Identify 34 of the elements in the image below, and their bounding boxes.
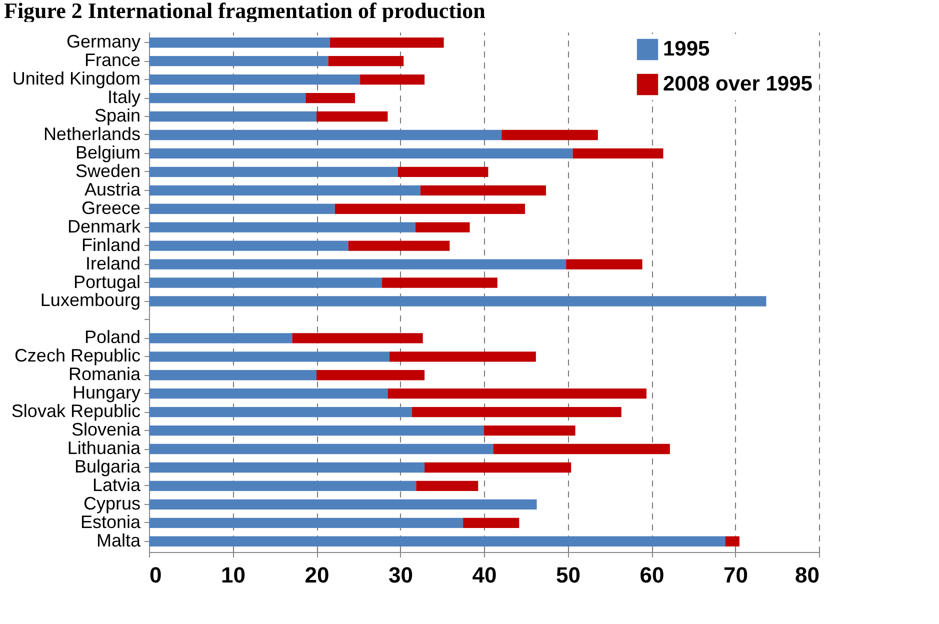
legend-label: 1995 bbox=[663, 38, 710, 60]
y-tick-label: Slovak Republic bbox=[11, 401, 140, 422]
y-tick-label: Spain bbox=[94, 106, 140, 126]
x-tick-label: 10 bbox=[221, 562, 246, 588]
y-tick-label: Germany bbox=[66, 32, 140, 52]
chart-title: Figure 2 International fragmentation of production bbox=[4, 0, 486, 23]
y-tick-label: Portugal bbox=[73, 272, 140, 292]
y-tick-label: Finland bbox=[81, 234, 140, 255]
y-tick-label: Romania bbox=[68, 364, 142, 384]
x-tick-label: 20 bbox=[304, 562, 330, 588]
y-tick-label: Italy bbox=[107, 87, 140, 108]
y-tick-label: Ireland bbox=[85, 253, 140, 274]
y-tick-label: Hungary bbox=[72, 382, 140, 403]
x-tick-label: 60 bbox=[640, 562, 664, 588]
y-tick-label: Belgium bbox=[75, 142, 140, 162]
y-tick-label: Malta bbox=[96, 530, 142, 550]
y-tick-label: France bbox=[84, 50, 140, 70]
x-tick-label: 30 bbox=[388, 562, 413, 588]
x-tick-label: 50 bbox=[556, 562, 580, 588]
y-tick-label: Lithuania bbox=[67, 438, 142, 458]
y-tick-label: Bulgaria bbox=[74, 456, 142, 476]
y-tick-label: Denmark bbox=[67, 216, 142, 236]
x-tick-label: 70 bbox=[724, 562, 748, 588]
x-tick-label: 80 bbox=[795, 562, 820, 588]
y-tick-label: Slovenia bbox=[71, 420, 142, 440]
x-tick-label: 0 bbox=[150, 562, 162, 588]
y-tick-label: Austria bbox=[84, 179, 142, 200]
y-tick-label: Greece bbox=[81, 198, 140, 218]
x-tick-label: 40 bbox=[472, 562, 497, 588]
y-tick-label: United Kingdom bbox=[12, 68, 140, 89]
y-tick-label: Czech Republic bbox=[14, 346, 140, 366]
y-tick-label: Cyprus bbox=[83, 493, 140, 514]
legend-label: 2008 over 1995 bbox=[663, 72, 813, 96]
y-tick-label: Poland bbox=[84, 327, 140, 348]
